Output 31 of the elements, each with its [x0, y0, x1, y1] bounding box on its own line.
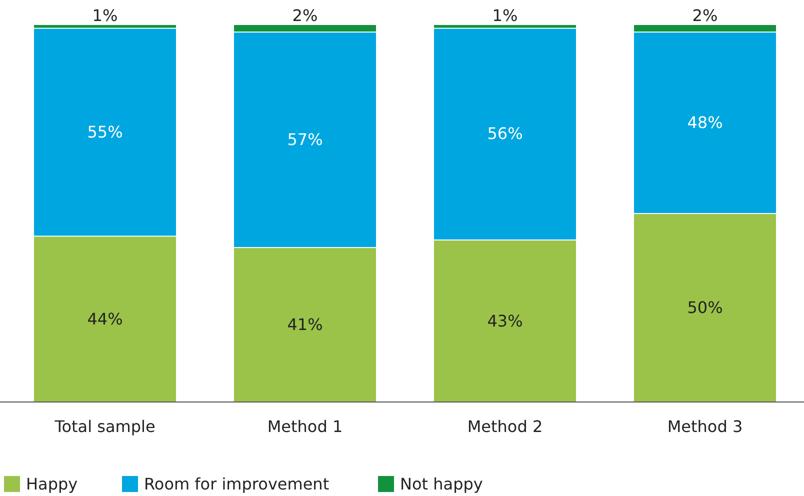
bar: [34, 28, 176, 236]
data-label: 48%: [687, 112, 723, 132]
data-label: 50%: [687, 298, 723, 318]
data-label: 56%: [487, 124, 523, 144]
bar: [634, 214, 776, 402]
bar: [34, 236, 176, 402]
data-label: 2%: [692, 6, 718, 25]
data-label: 1%: [492, 6, 518, 25]
bar: [34, 25, 176, 28]
data-label: 1%: [92, 6, 118, 25]
data-label: 55%: [87, 122, 123, 142]
bar: [234, 32, 376, 248]
legend-label: Happy: [26, 474, 78, 494]
data-label: 43%: [487, 311, 523, 330]
bar: [234, 25, 376, 32]
bar: [234, 248, 376, 402]
x-tick-label: Method 3: [667, 417, 743, 436]
x-tick-label: Method 1: [267, 417, 343, 436]
bar: [634, 25, 776, 32]
bar: [434, 240, 576, 402]
bar: [434, 25, 576, 28]
data-label: 41%: [287, 315, 323, 334]
legend-label: Not happy: [400, 474, 483, 494]
legend-label: Room for improvement: [144, 474, 330, 494]
x-tick-label: Method 2: [467, 417, 543, 436]
x-tick-label: Total sample: [54, 417, 156, 436]
data-label: 44%: [87, 309, 123, 328]
data-label: 2%: [292, 6, 318, 25]
bar: [634, 32, 776, 213]
bar: [434, 28, 576, 240]
data-label: 57%: [287, 130, 323, 149]
